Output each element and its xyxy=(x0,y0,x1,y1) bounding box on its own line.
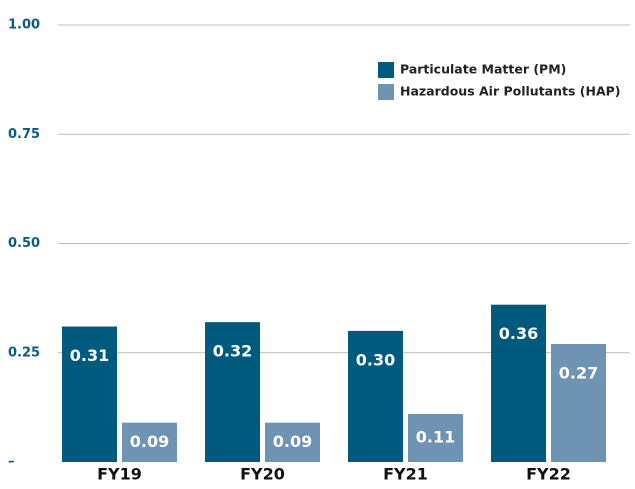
bar xyxy=(348,330,403,462)
value-label: 0.32 xyxy=(213,342,252,361)
value-label: 0.09 xyxy=(130,432,169,451)
legend-label: Particulate Matter (PM) xyxy=(400,62,566,77)
x-tick-label: FY20 xyxy=(240,465,285,484)
bar xyxy=(265,422,320,462)
x-tick-label: FY21 xyxy=(383,465,428,484)
y-tick-label: – xyxy=(8,455,15,470)
value-label: 0.11 xyxy=(416,427,455,446)
value-label: 0.36 xyxy=(499,324,538,343)
y-tick-label: 1.00 xyxy=(8,18,40,33)
y-tick-label: 0.50 xyxy=(8,236,40,251)
value-label: 0.09 xyxy=(273,432,312,451)
bar xyxy=(122,422,177,462)
legend-swatch xyxy=(378,84,394,100)
bar xyxy=(408,413,463,462)
y-tick-label: 0.75 xyxy=(8,127,40,142)
bar xyxy=(62,326,117,462)
value-label: 0.30 xyxy=(356,350,395,369)
bar xyxy=(551,344,606,462)
legend-swatch xyxy=(378,62,394,78)
legend-label: Hazardous Air Pollutants (HAP) xyxy=(400,84,621,99)
value-label: 0.31 xyxy=(70,346,109,365)
value-label: 0.27 xyxy=(559,364,598,383)
bar xyxy=(491,304,546,462)
bar xyxy=(205,322,260,462)
x-tick-label: FY19 xyxy=(97,465,142,484)
y-tick-label: 0.25 xyxy=(8,345,40,360)
x-tick-label: FY22 xyxy=(526,465,571,484)
